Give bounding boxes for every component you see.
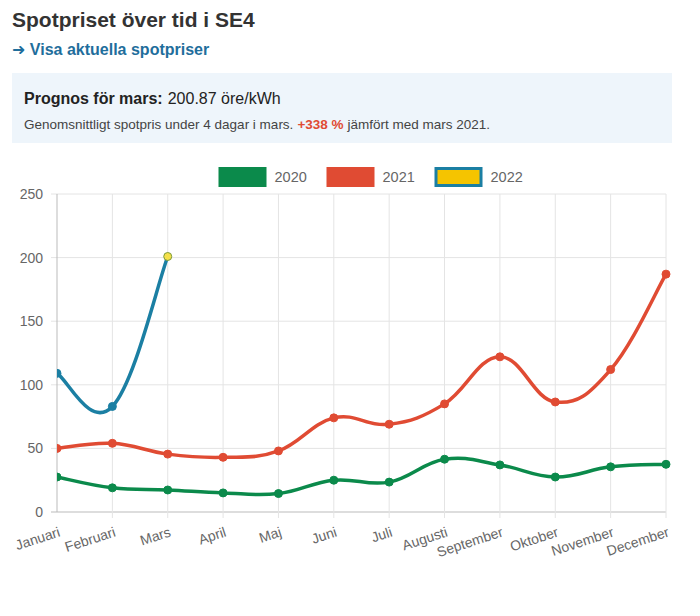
forecast-note: Genomsnittligt spotpris under 4 dagar i …	[24, 117, 490, 132]
series-marker	[551, 473, 559, 481]
series-marker	[607, 463, 615, 471]
x-tick-label: Juli	[369, 524, 394, 546]
x-grid-line	[444, 194, 445, 518]
series-line	[57, 458, 666, 495]
x-grid-line	[223, 194, 224, 518]
x-grid-line	[112, 194, 113, 518]
x-tick-label: September	[435, 524, 505, 560]
x-tick-label: Januari	[13, 524, 62, 553]
info-box	[12, 73, 672, 143]
series-marker	[496, 353, 504, 361]
series-marker	[57, 473, 61, 481]
x-tick-label: Maj	[257, 524, 283, 546]
link[interactable]: ➜ Visa aktuella spotpriser	[12, 41, 209, 58]
x-tick-label: November	[549, 524, 616, 559]
legend-label: 2020	[275, 169, 307, 185]
y-tick-label: 200	[20, 250, 44, 266]
x-grid-line	[666, 194, 667, 518]
y-tick-label: 50	[27, 440, 43, 456]
series-marker	[330, 476, 338, 484]
y-tick-label: 100	[20, 377, 44, 393]
forecast-line: Prognos för mars: 200.87 öre/kWh	[24, 90, 281, 107]
y-grid-line	[51, 194, 666, 195]
series-marker	[441, 400, 449, 408]
x-tick-label: Juni	[309, 524, 338, 547]
series-marker	[219, 489, 227, 497]
legend-label: 2022	[491, 169, 523, 185]
series-marker	[164, 450, 172, 458]
series-marker	[441, 455, 449, 463]
x-grid-line	[167, 194, 168, 518]
series-marker	[108, 484, 116, 492]
x-grid-line	[389, 194, 390, 518]
series-marker	[330, 414, 338, 422]
y-grid-line	[51, 257, 666, 258]
series-marker	[108, 402, 116, 410]
series-marker	[57, 369, 61, 377]
forecast-label: Prognos för mars:	[24, 90, 163, 107]
series-marker	[219, 453, 227, 461]
series-marker	[662, 270, 670, 278]
x-tick-label: Mars	[138, 524, 173, 549]
note: Genomsnittligt spotpris under 4 dagar i …	[24, 117, 293, 132]
series-marker	[385, 420, 393, 428]
change: +338 %	[297, 117, 343, 132]
series-marker	[274, 490, 282, 498]
note: jämfört med mars 2021.	[347, 117, 491, 132]
y-axis	[57, 194, 58, 512]
series-marker	[551, 398, 559, 406]
y-grid-line	[51, 321, 666, 322]
title: Spotpriset över tid i SE4	[12, 8, 255, 31]
legend-item: 2022	[436, 169, 523, 186]
x-grid-line	[333, 194, 334, 518]
y-tick-label: 150	[20, 313, 44, 329]
page: Spotpriset över tid i SE4 ➜ Visa aktuella…	[0, 0, 700, 616]
series-marker	[496, 461, 504, 469]
y-grid-line	[51, 512, 666, 513]
x-grid-line	[278, 194, 279, 518]
legend-item: 2021	[327, 167, 415, 187]
x-tick-label: Februari	[63, 524, 118, 555]
series-marker	[662, 460, 670, 468]
plot-area	[57, 252, 670, 497]
legend-swatch	[327, 167, 375, 187]
x-tick-label: December	[605, 524, 672, 559]
x-grid-line	[555, 194, 556, 518]
series-marker	[57, 444, 61, 452]
series-marker	[164, 252, 172, 260]
legend-swatch	[436, 169, 481, 186]
forecast-value: 200.87 öre/kWh	[168, 90, 281, 107]
series-line	[57, 274, 666, 457]
legend-label: 2021	[383, 169, 415, 185]
series-marker	[164, 486, 172, 494]
series-marker	[385, 478, 393, 486]
grid	[51, 194, 666, 518]
legend-swatch	[219, 167, 267, 187]
y-tick-label: 0	[35, 504, 43, 520]
y-grid-line	[51, 384, 666, 385]
x-tick-label: April	[196, 524, 228, 548]
series-marker	[108, 439, 116, 447]
series-marker	[607, 366, 615, 374]
legend-item: 2020	[219, 167, 307, 187]
series-line	[57, 256, 168, 412]
y-tick-label: 250	[20, 186, 44, 202]
series-marker	[274, 447, 282, 455]
